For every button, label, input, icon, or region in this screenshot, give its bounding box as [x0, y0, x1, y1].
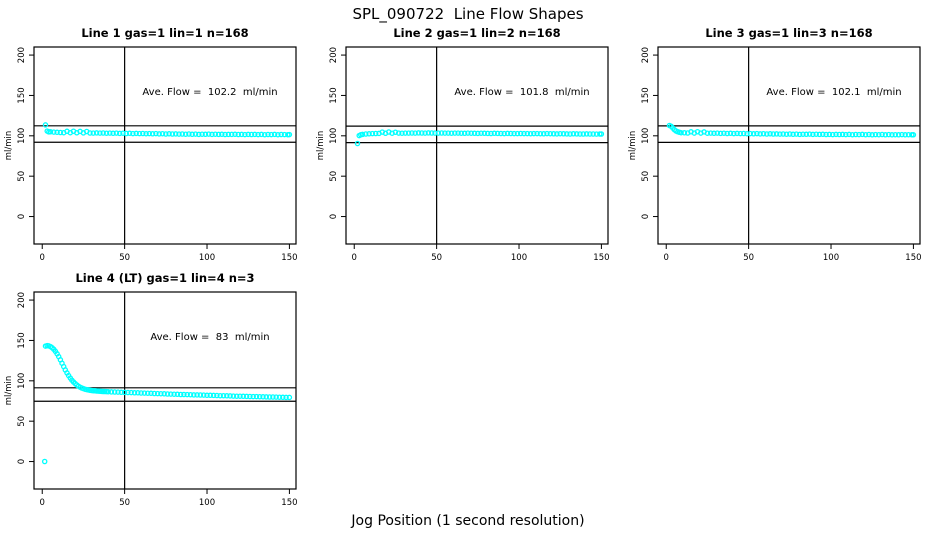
svg-text:100: 100	[199, 498, 215, 508]
svg-text:0: 0	[329, 214, 339, 219]
svg-text:150: 150	[17, 87, 27, 103]
svg-text:50: 50	[743, 253, 754, 263]
panel-line3: 0 50 100 150 0 50 100 150 200 ml/min Line 3 gas=1…	[624, 25, 936, 270]
panel-line2: 0 50 100 150 0 50 100 150 200 ml/min Line 2 gas=1…	[312, 25, 624, 270]
panel-line1: 0 50 100 150 0 50 100 150 200 ml/min Line 1 gas=1…	[0, 25, 312, 270]
ave-flow-annotation: Ave. Flow = 102.1 ml/min	[766, 87, 902, 98]
svg-text:150: 150	[641, 87, 651, 103]
x-axis-label: Jog Position (1 second resolution)	[351, 513, 585, 529]
ave-flow-annotation: Ave. Flow = 101.8 ml/min	[454, 87, 590, 98]
svg-text:ml/min: ml/min	[316, 131, 326, 161]
svg-text:150: 150	[17, 332, 27, 348]
svg-text:50: 50	[431, 253, 442, 263]
svg-text:150: 150	[281, 498, 297, 508]
svg-text:150: 150	[905, 253, 921, 263]
svg-text:100: 100	[17, 373, 27, 389]
svg-text:50: 50	[119, 253, 130, 263]
flow-scatter-chart-line2: 0 50 100 150 0 50 100 150 200 ml/min	[316, 46, 610, 263]
svg-text:0: 0	[352, 253, 357, 263]
ave-flow-annotation: Ave. Flow = 83 ml/min	[150, 332, 270, 343]
svg-text:0: 0	[641, 214, 651, 219]
svg-text:200: 200	[17, 292, 27, 308]
panel-title: Line 2 gas=1 lin=2 n=168	[393, 26, 561, 40]
panel-line4-lt: 0 50 100 150 0 50 100 150 200 ml/min Line 4 (LT) …	[0, 270, 312, 515]
svg-text:ml/min: ml/min	[4, 131, 14, 161]
svg-text:ml/min: ml/min	[4, 376, 14, 406]
svg-text:100: 100	[329, 128, 339, 144]
svg-text:0: 0	[40, 498, 45, 508]
svg-text:200: 200	[329, 47, 339, 63]
flow-scatter-chart-line3: 0 50 100 150 0 50 100 150 200 ml/min	[628, 46, 922, 263]
svg-text:0: 0	[664, 253, 669, 263]
svg-text:100: 100	[641, 128, 651, 144]
flow-scatter-chart-line1: 0 50 100 150 0 50 100 150 200 ml/min	[4, 46, 298, 263]
svg-text:150: 150	[329, 87, 339, 103]
panel-title: Line 4 (LT) gas=1 lin=4 n=3	[75, 271, 255, 285]
panel-title: Line 3 gas=1 lin=3 n=168	[705, 26, 873, 40]
svg-text:0: 0	[40, 253, 45, 263]
svg-text:50: 50	[17, 171, 27, 182]
svg-text:200: 200	[17, 47, 27, 63]
svg-text:50: 50	[641, 171, 651, 182]
figure-title: SPL_090722 Line Flow Shapes	[352, 5, 584, 23]
svg-text:0: 0	[17, 214, 27, 219]
svg-text:200: 200	[641, 47, 651, 63]
svg-text:ml/min: ml/min	[628, 131, 638, 161]
svg-text:150: 150	[593, 253, 609, 263]
svg-text:50: 50	[329, 171, 339, 182]
svg-text:150: 150	[281, 253, 297, 263]
flow-scatter-chart-line4: 0 50 100 150 0 50 100 150 200 ml/min	[4, 291, 298, 508]
svg-text:50: 50	[119, 498, 130, 508]
svg-text:100: 100	[17, 128, 27, 144]
panel-title: Line 1 gas=1 lin=1 n=168	[81, 26, 249, 40]
svg-text:100: 100	[823, 253, 839, 263]
svg-text:0: 0	[17, 459, 27, 464]
svg-text:50: 50	[17, 416, 27, 427]
svg-text:100: 100	[511, 253, 527, 263]
ave-flow-annotation: Ave. Flow = 102.2 ml/min	[142, 87, 278, 98]
svg-text:100: 100	[199, 253, 215, 263]
